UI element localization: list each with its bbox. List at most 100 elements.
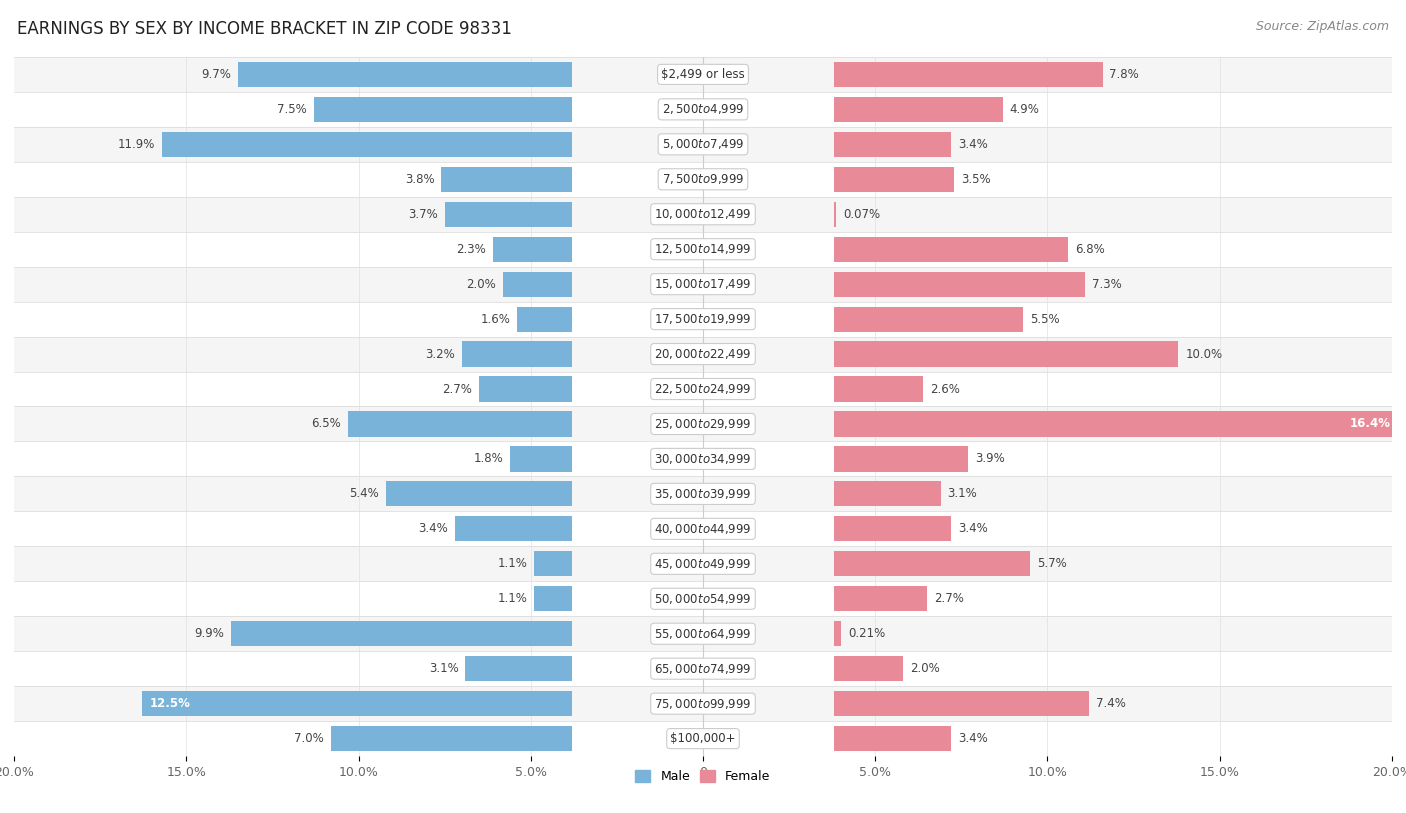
Text: $100,000+: $100,000+	[671, 733, 735, 745]
Text: $22,500 to $24,999: $22,500 to $24,999	[654, 382, 752, 396]
Text: 3.1%: 3.1%	[948, 488, 977, 500]
Bar	[834, 341, 1178, 367]
Bar	[456, 516, 572, 541]
Bar	[14, 92, 1392, 127]
Text: 7.4%: 7.4%	[1095, 698, 1126, 710]
Bar	[834, 202, 837, 227]
Bar	[14, 581, 1392, 616]
Text: 3.1%: 3.1%	[429, 663, 458, 675]
Bar	[14, 232, 1392, 267]
Text: $65,000 to $74,999: $65,000 to $74,999	[654, 662, 752, 676]
Bar	[834, 132, 950, 157]
Text: $55,000 to $64,999: $55,000 to $64,999	[654, 627, 752, 641]
Bar	[465, 656, 572, 681]
Bar	[14, 406, 1392, 441]
Text: 3.4%: 3.4%	[419, 523, 449, 535]
Bar	[349, 411, 572, 437]
Bar	[14, 127, 1392, 162]
Bar	[231, 621, 572, 646]
Bar	[834, 376, 924, 402]
Bar	[14, 651, 1392, 686]
Text: 11.9%: 11.9%	[118, 138, 155, 150]
Bar	[444, 202, 572, 227]
Bar	[14, 476, 1392, 511]
Text: 7.0%: 7.0%	[294, 733, 323, 745]
Text: 9.7%: 9.7%	[201, 68, 231, 80]
Bar	[510, 446, 572, 472]
Bar	[503, 272, 572, 297]
Text: 7.8%: 7.8%	[1109, 68, 1139, 80]
Bar	[14, 441, 1392, 476]
Bar	[834, 411, 1399, 437]
Text: 5.4%: 5.4%	[350, 488, 380, 500]
Bar	[14, 511, 1392, 546]
Text: Source: ZipAtlas.com: Source: ZipAtlas.com	[1256, 20, 1389, 33]
Bar	[534, 551, 572, 576]
Bar	[834, 62, 1102, 87]
Text: 2.3%: 2.3%	[456, 243, 486, 255]
Text: 10.0%: 10.0%	[1185, 348, 1222, 360]
Bar	[14, 197, 1392, 232]
Text: 16.4%: 16.4%	[1350, 418, 1391, 430]
Text: 4.9%: 4.9%	[1010, 103, 1039, 115]
Text: $2,500 to $4,999: $2,500 to $4,999	[662, 102, 744, 116]
Text: 0.07%: 0.07%	[844, 208, 880, 220]
Text: 3.4%: 3.4%	[957, 523, 987, 535]
Text: $40,000 to $44,999: $40,000 to $44,999	[654, 522, 752, 536]
Text: 12.5%: 12.5%	[150, 698, 191, 710]
Legend: Male, Female: Male, Female	[630, 765, 776, 789]
Bar	[14, 616, 1392, 651]
Text: 3.7%: 3.7%	[408, 208, 437, 220]
Bar	[494, 237, 572, 262]
Bar	[834, 307, 1024, 332]
Text: 1.8%: 1.8%	[474, 453, 503, 465]
Bar	[834, 621, 841, 646]
Bar	[534, 586, 572, 611]
Text: 2.0%: 2.0%	[467, 278, 496, 290]
Bar	[162, 132, 572, 157]
Text: 3.8%: 3.8%	[405, 173, 434, 185]
Bar	[441, 167, 572, 192]
Text: $45,000 to $49,999: $45,000 to $49,999	[654, 557, 752, 571]
Bar	[834, 481, 941, 506]
Bar	[834, 691, 1088, 716]
Bar	[14, 162, 1392, 197]
Text: $12,500 to $14,999: $12,500 to $14,999	[654, 242, 752, 256]
Bar	[14, 337, 1392, 372]
Bar	[479, 376, 572, 402]
Bar	[14, 302, 1392, 337]
Text: $7,500 to $9,999: $7,500 to $9,999	[662, 172, 744, 186]
Text: 2.7%: 2.7%	[443, 383, 472, 395]
Bar	[14, 546, 1392, 581]
Bar	[314, 97, 572, 122]
Text: $30,000 to $34,999: $30,000 to $34,999	[654, 452, 752, 466]
Text: $10,000 to $12,499: $10,000 to $12,499	[654, 207, 752, 221]
Text: 7.5%: 7.5%	[277, 103, 307, 115]
Bar	[14, 721, 1392, 756]
Bar	[834, 237, 1069, 262]
Text: 3.2%: 3.2%	[425, 348, 456, 360]
Bar	[330, 726, 572, 751]
Text: 2.0%: 2.0%	[910, 663, 939, 675]
Text: 6.5%: 6.5%	[312, 418, 342, 430]
Bar	[834, 446, 969, 472]
Text: $50,000 to $54,999: $50,000 to $54,999	[654, 592, 752, 606]
Bar	[834, 656, 903, 681]
Text: 3.5%: 3.5%	[962, 173, 991, 185]
Text: 7.3%: 7.3%	[1092, 278, 1122, 290]
Text: 1.1%: 1.1%	[498, 593, 527, 605]
Text: 3.9%: 3.9%	[976, 453, 1005, 465]
Text: 6.8%: 6.8%	[1076, 243, 1105, 255]
Text: 3.4%: 3.4%	[957, 733, 987, 745]
Bar	[387, 481, 572, 506]
Text: $2,499 or less: $2,499 or less	[661, 68, 745, 80]
Text: $15,000 to $17,499: $15,000 to $17,499	[654, 277, 752, 291]
Bar	[14, 57, 1392, 92]
Text: 0.21%: 0.21%	[848, 628, 886, 640]
Bar	[142, 691, 572, 716]
Text: 1.1%: 1.1%	[498, 558, 527, 570]
Text: $20,000 to $22,499: $20,000 to $22,499	[654, 347, 752, 361]
Bar	[14, 686, 1392, 721]
Bar	[834, 272, 1085, 297]
Text: $5,000 to $7,499: $5,000 to $7,499	[662, 137, 744, 151]
